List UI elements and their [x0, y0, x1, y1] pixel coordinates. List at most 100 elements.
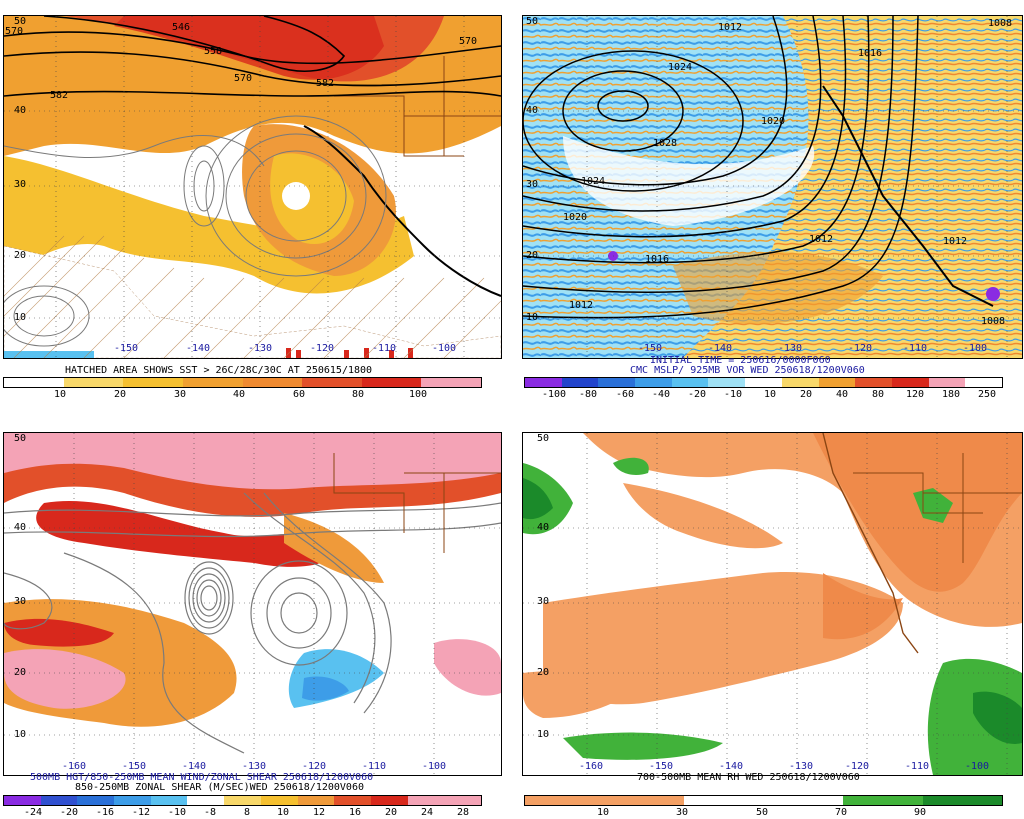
- contour-label: 582: [50, 90, 69, 101]
- lon-label: -110: [362, 761, 387, 772]
- colorbar-tick: -10: [724, 389, 743, 400]
- colorbar-tick: -20: [60, 807, 79, 818]
- colorbar-swatch: [182, 378, 243, 387]
- lon-label: -130: [248, 343, 273, 354]
- lon-label: -160: [62, 761, 87, 772]
- lat-label: 30: [14, 596, 27, 607]
- colorbar-top-right: [524, 377, 1003, 388]
- lat-label: 20: [526, 250, 539, 261]
- colorbar-tick: 10: [764, 389, 777, 400]
- map-top-left: 546 558 570 570 582 582 570 50 40 30 20 …: [3, 15, 502, 359]
- colorbar-tick: 50: [756, 807, 769, 818]
- lon-label: -140: [186, 343, 211, 354]
- colorbar-tick: -10: [168, 807, 187, 818]
- colorbar-tick: 10: [597, 807, 610, 818]
- map-top-right: 1012 1024 1020 1028 1024 1020 1016 1012 …: [522, 15, 1023, 359]
- lon-label: -140: [708, 343, 733, 354]
- colorbar-swatch: [598, 378, 636, 387]
- colorbar-tick: 20: [800, 389, 813, 400]
- colorbar-swatch: [302, 378, 362, 387]
- colorbar-tick: 40: [836, 389, 849, 400]
- colorbar-swatch: [224, 796, 261, 805]
- lon-label: -150: [122, 761, 147, 772]
- colorbar-tick: 250: [978, 389, 997, 400]
- caption-bottom-left-1: 500MB HGT/850-250MB MEAN WIND/ZONAL SHEA…: [30, 772, 374, 783]
- lon-label: -120: [848, 343, 873, 354]
- colorbar-swatch: [855, 378, 892, 387]
- caption-top-right-1: INITIAL TIME = 250616/0000F060: [650, 355, 831, 366]
- colorbar-tick: 180: [942, 389, 961, 400]
- lat-label: 20: [14, 250, 27, 261]
- lon-label: -160: [579, 761, 604, 772]
- colorbar-swatch: [561, 378, 599, 387]
- colorbar-tick: 30: [676, 807, 689, 818]
- colorbar-tick: 20: [114, 389, 127, 400]
- colorbar-swatch: [40, 796, 78, 805]
- lon-label: -100: [422, 761, 447, 772]
- colorbar-swatch: [708, 378, 746, 387]
- lat-label: 30: [526, 179, 539, 190]
- colorbar-tick: 10: [277, 807, 290, 818]
- lon-label: -120: [302, 761, 327, 772]
- isobar-label: 1024: [668, 62, 693, 73]
- caption-top-left: HATCHED AREA SHOWS SST > 26C/28C/30C AT …: [65, 365, 373, 376]
- colorbar-swatch: [818, 378, 856, 387]
- colorbar-tick: 20: [385, 807, 398, 818]
- lat-label: 50: [537, 433, 550, 444]
- colorbar-tick: 60: [293, 389, 306, 400]
- isobar-label: 1008: [988, 18, 1013, 29]
- lat-label: 20: [537, 667, 550, 678]
- colorbar-tick: 24: [421, 807, 434, 818]
- isobar-label: 1028: [653, 138, 678, 149]
- isobar-label: 1016: [858, 48, 883, 59]
- contour-label: 570: [5, 26, 24, 37]
- isobar-label: 1008: [981, 316, 1006, 327]
- colorbar-swatch: [763, 796, 843, 805]
- panel-bottom-left: 50 40 30 20 10 -160 -150 -140 -130 -120 …: [0, 410, 512, 819]
- lon-label: -150: [114, 343, 139, 354]
- colorbar-swatch: [891, 378, 929, 387]
- colorbar-tick: 120: [906, 389, 925, 400]
- isobar-label: 1016: [645, 254, 670, 265]
- panel-bottom-right: 50 40 30 20 10 -160 -150 -140 -130 -120 …: [512, 410, 1024, 819]
- map-graphic-top-right: [523, 16, 1022, 358]
- colorbar-swatch: [361, 378, 422, 387]
- colorbar-swatch: [671, 378, 709, 387]
- colorbar-swatch: [4, 796, 41, 805]
- lon-label: -140: [719, 761, 744, 772]
- panel-top-left: 546 558 570 570 582 582 570 50 40 30 20 …: [0, 0, 512, 410]
- colorbar-swatch: [525, 378, 562, 387]
- colorbar-tick: -20: [688, 389, 707, 400]
- colorbar-tick: 80: [872, 389, 885, 400]
- colorbar-swatch: [370, 796, 408, 805]
- colorbar-tick: 12: [313, 807, 326, 818]
- colorbar-tick: -8: [204, 807, 217, 818]
- colorbar-swatch: [635, 378, 672, 387]
- colorbar-swatch: [150, 796, 188, 805]
- colorbar-tick: -24: [24, 807, 43, 818]
- isobar-label: 1020: [761, 116, 786, 127]
- lat-label: 50: [14, 16, 27, 27]
- caption-bottom-left-2: 850-250MB ZONAL SHEAR (M/SEC)WED 250618/…: [75, 782, 364, 793]
- contour-label: 546: [172, 22, 191, 33]
- colorbar-tick: -80: [579, 389, 598, 400]
- map-graphic-top-left: [4, 16, 501, 358]
- lon-label: -100: [965, 761, 990, 772]
- lon-label: -100: [432, 343, 457, 354]
- colorbar-tick: 8: [244, 807, 251, 818]
- colorbar-tick: 80: [352, 389, 365, 400]
- colorbar-top-left: [3, 377, 482, 388]
- colorbar-swatch: [4, 378, 64, 387]
- colorbar-swatch: [745, 378, 782, 387]
- colorbar-tick: 90: [914, 807, 927, 818]
- colorbar-swatch: [843, 796, 923, 805]
- isobar-label: 1012: [943, 236, 968, 247]
- colorbar-tick: -60: [616, 389, 635, 400]
- lat-label: 50: [14, 433, 27, 444]
- lat-label: 20: [14, 667, 27, 678]
- lat-label: 10: [537, 729, 550, 740]
- colorbar-bottom-right: [524, 795, 1003, 806]
- lon-label: -130: [778, 343, 803, 354]
- caption-top-right-2: CMC MSLP/ 925MB VOR WED 250618/1200V060: [630, 365, 865, 376]
- lat-label: 40: [537, 522, 550, 533]
